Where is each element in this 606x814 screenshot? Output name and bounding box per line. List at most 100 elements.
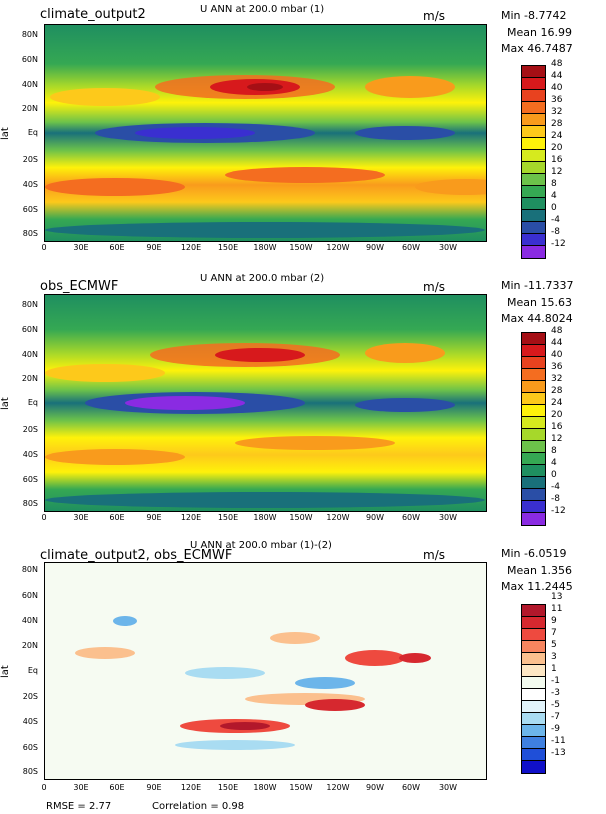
stat-min: Min -8.7742 [501, 9, 567, 22]
colorbar-label: 13 [551, 592, 563, 602]
y-tick: Eq [27, 128, 38, 137]
colorbar-swatch [522, 345, 545, 357]
colorbar-swatch [522, 641, 545, 653]
y-tick: 20S [22, 692, 38, 701]
colorbar-label: 8 [551, 179, 557, 189]
correlation-value: Correlation = 0.98 [152, 801, 245, 812]
colorbar-label: 44 [551, 71, 563, 81]
panel-2: obs_ECMWF U ANN at 200.0 mbar (2) m/s Mi… [0, 270, 606, 540]
colorbar-swatch [522, 629, 545, 641]
colorbar-swatch [522, 405, 545, 417]
x-tick: 60W [401, 513, 421, 522]
colorbar-swatch [522, 234, 545, 246]
colorbar-swatch [522, 665, 545, 677]
y-tick: 80N [21, 565, 38, 574]
colorbar-swatch [522, 417, 545, 429]
colorbar-label: 28 [551, 119, 563, 129]
colorbar-swatch [522, 90, 545, 102]
colorbar-label: -8 [551, 494, 560, 504]
colorbar-swatch [522, 369, 545, 381]
colorbar-swatch [522, 453, 545, 465]
colorbar-label: 4 [551, 191, 557, 201]
colorbar-swatch [522, 489, 545, 501]
x-tick: 60E [109, 243, 125, 252]
colorbar-swatch [522, 114, 545, 126]
colorbar-label: -4 [551, 482, 560, 492]
colorbar-label: -3 [551, 688, 560, 698]
panel-1: climate_output2 U ANN at 200.0 mbar (1) … [0, 0, 606, 270]
y-tick: 40S [22, 450, 38, 459]
x-tick: 120W [326, 513, 350, 522]
colorbar [521, 332, 546, 526]
panel-units: m/s [423, 9, 445, 23]
x-tick: 30W [438, 783, 458, 792]
colorbar-swatch [522, 393, 545, 405]
colorbar-label: -7 [551, 712, 560, 722]
colorbar-label: 48 [551, 59, 563, 69]
colorbar-label: 24 [551, 131, 563, 141]
panel-title: climate_output2 [40, 7, 146, 22]
y-tick: 40N [21, 350, 38, 359]
stat-max: Max 11.2445 [501, 580, 573, 593]
colorbar-swatch [522, 198, 545, 210]
x-tick: 150E [217, 243, 239, 252]
y-tick: 80N [21, 300, 38, 309]
y-tick: 80S [22, 767, 38, 776]
colorbar-label: 40 [551, 350, 563, 360]
colorbar-swatch [522, 102, 545, 114]
colorbar-label: 1 [551, 664, 557, 674]
x-tick: 0 [41, 243, 47, 252]
y-tick: 40N [21, 616, 38, 625]
panel-units: m/s [423, 548, 445, 562]
colorbar-swatch [522, 617, 545, 629]
colorbar-swatch [522, 725, 545, 737]
x-tick: 0 [41, 783, 47, 792]
panel-title: climate_output2, obs_ECMWF [40, 548, 233, 563]
y-tick: 20N [21, 641, 38, 650]
colorbar-swatch [522, 138, 545, 150]
x-tick: 0 [41, 513, 47, 522]
x-tick: 180W [253, 243, 277, 252]
colorbar-label: 20 [551, 410, 563, 420]
colorbar-label: 11 [551, 604, 563, 614]
colorbar-swatch [522, 126, 545, 138]
panel-units: m/s [423, 280, 445, 294]
colorbar-swatch [522, 333, 545, 345]
stat-max: Max 46.7487 [501, 42, 573, 55]
colorbar-swatch [522, 357, 545, 369]
x-tick: 120E [180, 243, 202, 252]
x-tick: 120W [326, 783, 350, 792]
colorbar-label: 3 [551, 652, 557, 662]
colorbar-swatch [522, 701, 545, 713]
colorbar-swatch [522, 653, 545, 665]
colorbar-swatch [522, 749, 545, 761]
colorbar-label: -8 [551, 227, 560, 237]
colorbar [521, 604, 546, 774]
colorbar-label: 32 [551, 374, 563, 384]
y-tick: 80S [22, 229, 38, 238]
y-tick: 60N [21, 55, 38, 64]
stat-mean: Mean 15.63 [507, 296, 572, 309]
colorbar-label: -12 [551, 239, 566, 249]
panel-variable-title: U ANN at 200.0 mbar (2) [200, 273, 325, 284]
x-tick: 90W [365, 513, 385, 522]
y-tick: 80S [22, 499, 38, 508]
colorbar-swatch [522, 66, 545, 78]
colorbar-label: 24 [551, 398, 563, 408]
y-tick: 40S [22, 717, 38, 726]
colorbar-label: 4 [551, 458, 557, 468]
x-tick: 60E [109, 783, 125, 792]
colorbar-label: -12 [551, 506, 566, 516]
colorbar-swatch [522, 761, 545, 773]
colorbar-label: 0 [551, 470, 557, 480]
colorbar-swatch [522, 429, 545, 441]
x-tick: 150W [289, 783, 313, 792]
x-tick: 60W [401, 783, 421, 792]
y-tick: Eq [27, 666, 38, 675]
colorbar-label: -13 [551, 748, 566, 758]
x-tick: 180W [253, 783, 277, 792]
x-tick: 90W [365, 783, 385, 792]
colorbar-label: 0 [551, 203, 557, 213]
panel-3: climate_output2, obs_ECMWF U ANN at 200.… [0, 540, 606, 812]
colorbar-label: 48 [551, 326, 563, 336]
